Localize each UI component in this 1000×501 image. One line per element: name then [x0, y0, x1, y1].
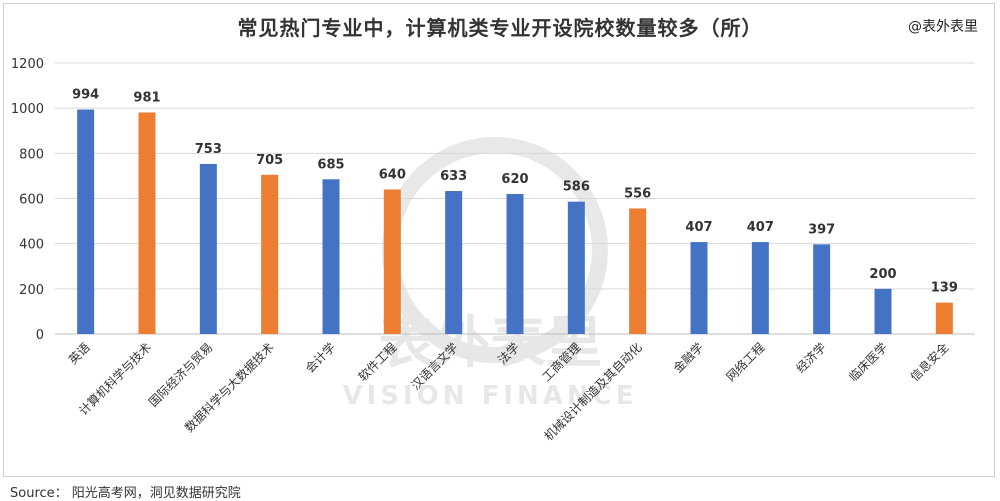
chart-frame: [3, 3, 995, 477]
bar: [261, 174, 279, 334]
x-tick-label: 金融学: [670, 340, 706, 376]
data-label: 705: [256, 153, 283, 168]
bar: [935, 302, 953, 334]
data-label: 139: [931, 281, 958, 296]
x-tick-label: 信息安全: [907, 340, 952, 385]
bar: [690, 242, 708, 334]
y-tick-label: 600: [19, 193, 44, 208]
y-axis-ticks: 0 200 400 600 800 1000 1200: [11, 57, 44, 343]
data-label: 407: [685, 220, 712, 235]
x-tick-label: 临床医学: [846, 340, 891, 385]
chart-title: 常见热门专业中，计算机类专业开设院校数量较多（所）: [237, 16, 763, 40]
x-tick-label: 英语: [66, 340, 93, 367]
data-label: 633: [440, 169, 467, 184]
bar: [874, 288, 892, 334]
y-tick-label: 0: [36, 328, 44, 343]
y-tick-label: 800: [19, 147, 44, 162]
x-tick-label: 网络工程: [723, 340, 768, 385]
bar: [383, 189, 401, 334]
data-label: 556: [624, 186, 651, 201]
data-labels: 994 981 753 705 685 640 633 620 586 556 407 407 397 2…: [72, 88, 958, 296]
data-label: 994: [72, 88, 99, 103]
y-tick-label: 200: [19, 283, 44, 298]
watermark: 表外表里 VISION FINANCE: [342, 137, 637, 411]
bar: [322, 179, 340, 334]
bar: [751, 242, 769, 334]
x-tick-label: 国际经济与贸易: [145, 340, 215, 410]
data-label: 620: [501, 172, 528, 187]
y-tick-label: 400: [19, 238, 44, 253]
data-label: 981: [133, 90, 160, 105]
x-tick-label: 经济学: [793, 340, 829, 376]
source-note: Source： 阳光高考网，洞见数据研究院: [10, 486, 241, 501]
data-label: 397: [808, 222, 835, 237]
bar: [629, 208, 647, 334]
data-label: 586: [563, 180, 590, 195]
x-tick-label: 会计学: [302, 340, 338, 376]
data-label: 200: [869, 267, 896, 282]
bar: [199, 163, 217, 334]
bar-chart: 表外表里 VISION FINANCE 0 200 400 600 800 1000 120…: [11, 57, 975, 443]
brand-label: @表外表里: [908, 19, 978, 35]
bar: [506, 193, 524, 334]
data-label: 407: [747, 220, 774, 235]
bar: [567, 201, 585, 334]
data-label: 685: [317, 157, 344, 172]
data-label: 640: [379, 167, 406, 182]
watermark-sub-text: VISION FINANCE: [342, 381, 637, 411]
bars: [77, 109, 953, 335]
bar: [445, 191, 463, 334]
y-tick-label: 1200: [11, 57, 44, 72]
data-label: 753: [195, 142, 222, 157]
bar: [138, 112, 156, 335]
bar: [77, 109, 95, 334]
bar: [813, 244, 831, 334]
watermark-main-text: 表外表里: [378, 311, 602, 376]
y-tick-label: 1000: [11, 102, 44, 117]
